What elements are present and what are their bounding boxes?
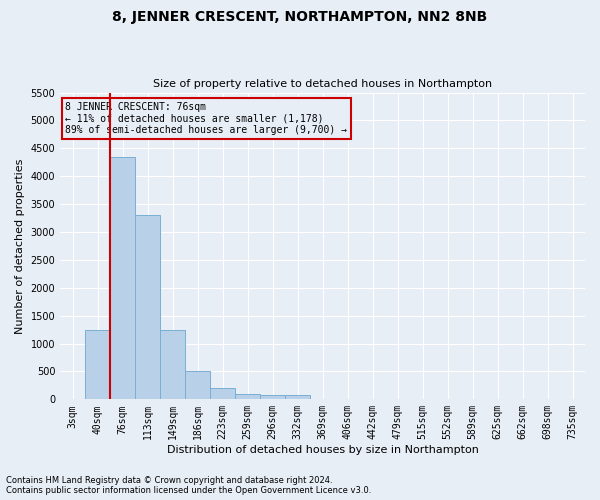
Text: 8, JENNER CRESCENT, NORTHAMPTON, NN2 8NB: 8, JENNER CRESCENT, NORTHAMPTON, NN2 8NB (112, 10, 488, 24)
Title: Size of property relative to detached houses in Northampton: Size of property relative to detached ho… (153, 79, 492, 89)
Bar (85, 330, 110, 400)
Bar (185, 372, 210, 400)
Text: Contains HM Land Registry data © Crown copyright and database right 2024.
Contai: Contains HM Land Registry data © Crown c… (6, 476, 371, 495)
Bar (135, 216, 160, 400)
Bar (110, 156, 135, 400)
Y-axis label: Number of detached properties: Number of detached properties (15, 158, 25, 334)
X-axis label: Distribution of detached houses by size in Northampton: Distribution of detached houses by size … (167, 445, 479, 455)
Bar (235, 394, 260, 400)
Bar (160, 330, 185, 400)
Bar (285, 395, 310, 400)
Bar (210, 388, 235, 400)
Bar (260, 395, 285, 400)
Text: 8 JENNER CRESCENT: 76sqm
← 11% of detached houses are smaller (1,178)
89% of sem: 8 JENNER CRESCENT: 76sqm ← 11% of detach… (65, 102, 347, 135)
